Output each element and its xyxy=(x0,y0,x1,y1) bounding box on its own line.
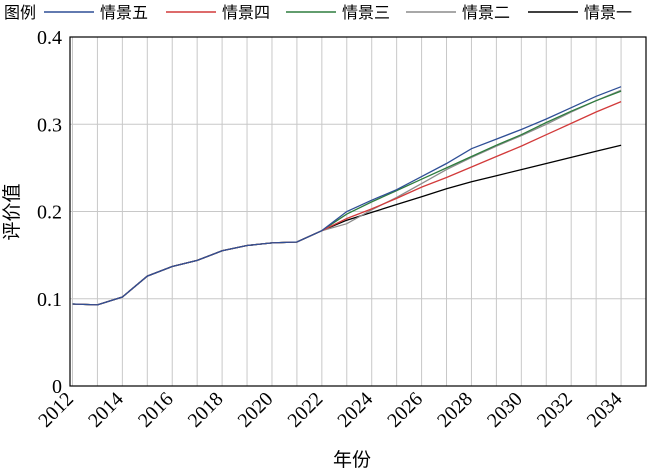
axes xyxy=(69,36,647,387)
y-axis-title: 评价值 xyxy=(1,183,23,240)
series-lines xyxy=(72,86,622,306)
series-line-1 xyxy=(72,86,622,306)
x-tick-label: 2022 xyxy=(284,388,328,432)
legend-entry: 情景三 xyxy=(342,3,390,22)
y-tick-label: 0.3 xyxy=(37,114,62,136)
x-tick-label: 2028 xyxy=(433,388,477,432)
x-tick-label: 2020 xyxy=(234,388,278,432)
y-tick-label: 0.4 xyxy=(37,27,62,49)
x-tick-labels: 2012 2014 2016 2018 2020 2022 2024 2026 2028 2030… xyxy=(34,388,626,432)
legend-entry: 情景一 xyxy=(584,3,632,22)
legend-entry: 情景五 xyxy=(100,3,148,22)
legend: 图例 情景五 情景四 情景三 情景二 情景一 xyxy=(4,3,632,22)
x-axis-title: 年份 xyxy=(333,449,371,471)
grid xyxy=(70,36,646,387)
y-tick-label: 0 xyxy=(52,376,62,398)
legend-entry: 情景四 xyxy=(222,3,270,22)
x-tick-label: 2030 xyxy=(483,388,527,432)
x-tick-label: 2034 xyxy=(583,388,627,432)
x-tick-label: 2032 xyxy=(533,388,577,432)
legend-title: 图例 xyxy=(4,3,36,22)
y-tick-label: 0.1 xyxy=(37,289,62,311)
legend-entry: 情景二 xyxy=(462,3,510,22)
plot-frame xyxy=(69,36,647,387)
x-tick-label: 2018 xyxy=(184,388,228,432)
x-tick-label: 2016 xyxy=(134,388,178,432)
x-tick-label: 2012 xyxy=(34,388,78,432)
x-tick-label: 2024 xyxy=(333,388,377,432)
y-tick-label: 0.2 xyxy=(37,202,62,224)
x-tick-label: 2014 xyxy=(84,388,128,432)
y-tick-labels: 0 0.1 0.2 0.3 0.4 xyxy=(37,27,62,398)
x-tick-label: 2026 xyxy=(383,388,427,432)
